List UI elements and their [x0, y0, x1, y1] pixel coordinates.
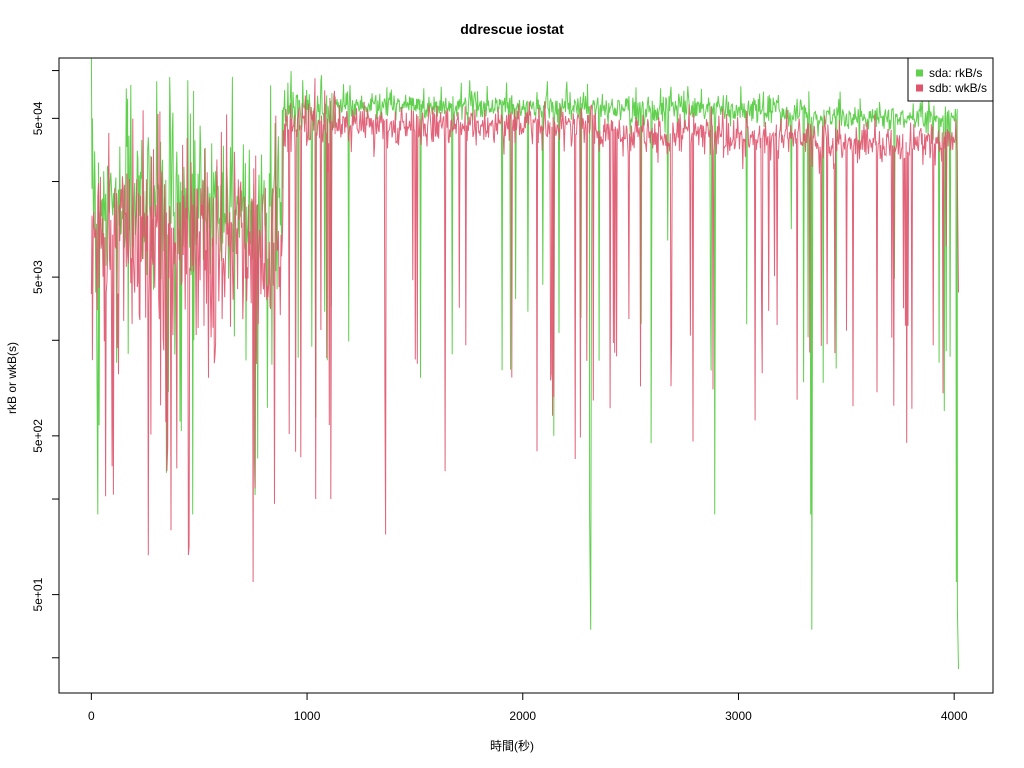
x-tick-label: 2000: [509, 709, 536, 723]
x-tick-label: 1000: [294, 709, 321, 723]
y-tick-label: 5e+01: [31, 577, 45, 611]
legend-swatch: [916, 84, 923, 92]
y-tick-label: 5e+02: [31, 419, 45, 453]
legend-box: [907, 57, 994, 102]
legend-label: sdb: wkB/s: [929, 81, 987, 95]
legend-label: sda: rkB/s: [929, 66, 982, 80]
x-tick-label: 0: [88, 709, 95, 723]
x-tick-label: 3000: [725, 709, 752, 723]
series-line-2: [90, 78, 959, 583]
legend-swatch: [916, 69, 923, 77]
y-tick-label: 5e+04: [31, 101, 45, 135]
y-tick-label: 5e+03: [31, 260, 45, 294]
chart-title: ddrescue iostat: [460, 21, 564, 37]
x-tick-label: 4000: [941, 709, 968, 723]
x-axis-label: 時間(秒): [490, 739, 534, 753]
